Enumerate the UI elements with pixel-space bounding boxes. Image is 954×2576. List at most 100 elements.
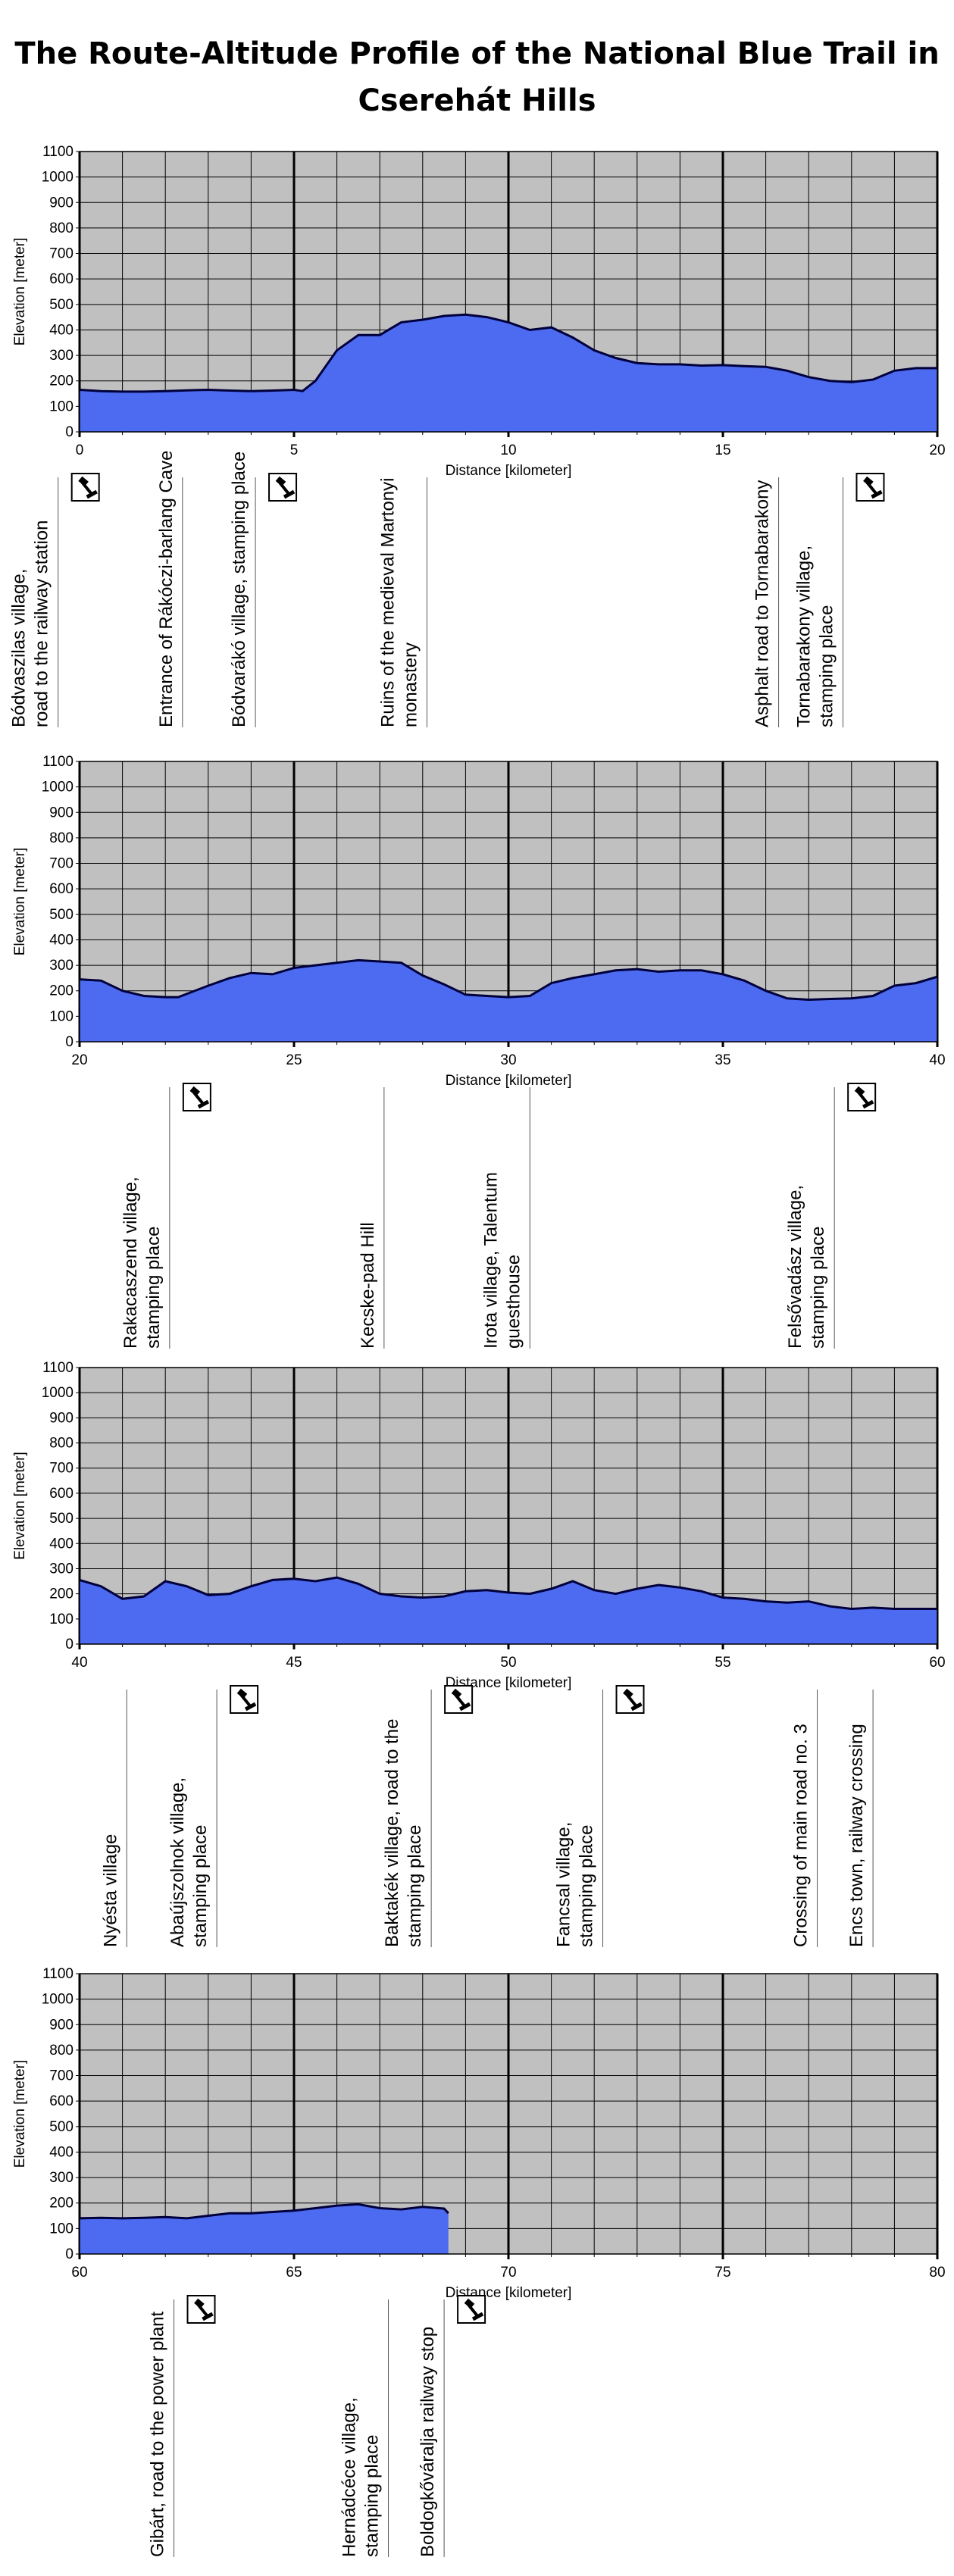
- waypoint-label: guesthouse: [503, 1255, 524, 1349]
- waypoint-label: stamping place: [362, 2435, 383, 2557]
- waypoint-1: Gibárt, road to the power plant: [148, 2295, 216, 2557]
- waypoint-label: Asphalt road to Tornabarakony: [752, 480, 773, 727]
- x-tick-label: 5: [290, 442, 299, 458]
- y-tick-label: 1000: [42, 780, 74, 796]
- chart-panel-3: 0 100 200 300 400 500 600 700 800 900 1000 1100 40 45…: [12, 1360, 946, 1947]
- waypoint-4: Ruins of the medieval Martonyi monastery: [377, 477, 427, 727]
- y-tick-label: 1100: [42, 144, 74, 160]
- x-tick-label: 45: [286, 1655, 302, 1671]
- y-tick-label: 800: [49, 2043, 74, 2059]
- y-tick-label: 400: [49, 932, 74, 948]
- stamp-icon: [615, 1685, 645, 1714]
- waypoint-label: Nyésta village: [100, 1834, 120, 1947]
- y-tick-label: 900: [49, 2017, 74, 2033]
- waypoint-label: Baktakék village, road to the: [382, 1718, 402, 1947]
- stamp-icon: [855, 473, 885, 502]
- x-tick-label: 60: [71, 2265, 87, 2281]
- y-tick-label: 200: [49, 1587, 74, 1602]
- y-tick-label: 500: [49, 297, 74, 313]
- waypoint-1: Bódvaszilas village, road to the railway …: [9, 473, 100, 727]
- y-tick-label: 0: [65, 2246, 74, 2262]
- stamp-icon: [182, 1083, 211, 1111]
- waypoint-label: Felsővadász village,: [785, 1185, 805, 1349]
- waypoint-label: stamping place: [808, 1227, 828, 1349]
- waypoint-label: Crossing of main road no. 3: [791, 1724, 812, 1947]
- waypoint-label: Bódvaszilas village,: [9, 569, 30, 727]
- x-tick-label: 80: [929, 2265, 945, 2281]
- x-axis-label: Distance [kilometer]: [446, 463, 572, 479]
- y-tick-label: 300: [49, 348, 74, 364]
- x-tick-label: 55: [715, 1655, 730, 1671]
- y-tick-label: 300: [49, 2170, 74, 2186]
- waypoint-label: monastery: [400, 642, 421, 727]
- x-tick-label: 20: [71, 1052, 87, 1068]
- y-axis-label: Elevation [meter]: [12, 848, 28, 956]
- y-tick-label: 600: [49, 881, 74, 897]
- elevation-area: [80, 960, 937, 1042]
- waypoint-label: Tornabarakony village,: [793, 546, 814, 727]
- y-tick-label: 1100: [42, 1360, 74, 1376]
- waypoint-4: Fancsal village, stamping place: [554, 1685, 645, 1947]
- stamp-icon: [268, 473, 298, 502]
- waypoint-label: Ruins of the medieval Martonyi: [377, 478, 398, 727]
- waypoint-label: Boldogkőváralja railway stop: [418, 2327, 438, 2557]
- waypoint-label: Encs town, railway crossing: [846, 1724, 867, 1947]
- x-tick-label: 70: [500, 2265, 516, 2281]
- stamp-icon: [457, 2295, 486, 2324]
- waypoint-2: Kecske-pad Hill: [358, 1087, 385, 1349]
- y-tick-label: 600: [49, 2093, 74, 2109]
- y-tick-label: 100: [49, 1008, 74, 1024]
- waypoint-1: Rakacaszend village, stamping place: [120, 1083, 211, 1349]
- y-tick-label: 400: [49, 322, 74, 338]
- plot-border: [79, 1367, 938, 1645]
- waypoint-3: Boldogkőváralja railway stop: [418, 2295, 486, 2557]
- x-tick-label: 50: [500, 1655, 516, 1671]
- stamp-icon: [70, 473, 100, 502]
- waypoint-label: Entrance of Rákóczi-barlang Cave: [156, 450, 177, 727]
- y-tick-label: 600: [49, 1486, 74, 1502]
- x-tick-label: 40: [71, 1655, 87, 1671]
- elevation-area: [80, 314, 937, 432]
- waypoint-label: road to the railway station: [32, 521, 52, 727]
- waypoint-2: Hernádcéce village, stamping place: [339, 2299, 389, 2557]
- waypoint-2: Abaújszolnok village, stamping place: [167, 1685, 259, 1947]
- elevation-line: [79, 2202, 449, 2220]
- y-tick-label: 400: [49, 1536, 74, 1552]
- y-tick-label: 500: [49, 2119, 74, 2135]
- y-tick-label: 900: [49, 805, 74, 821]
- waypoint-label: Rakacaszend village,: [120, 1177, 141, 1349]
- x-tick-label: 40: [929, 1052, 945, 1068]
- y-tick-label: 700: [49, 856, 74, 872]
- y-tick-label: 800: [49, 1436, 74, 1452]
- elevation-line: [79, 313, 937, 393]
- y-tick-label: 900: [49, 1410, 74, 1426]
- waypoint-label: stamping place: [816, 605, 837, 727]
- y-tick-label: 200: [49, 374, 74, 389]
- y-tick-label: 300: [49, 1561, 74, 1577]
- y-tick-label: 1100: [42, 1966, 74, 1982]
- waypoint-3: Bódvarákó village, stamping place: [229, 452, 298, 727]
- y-axis-label: Elevation [meter]: [12, 1452, 28, 1560]
- y-tick-label: 700: [49, 246, 74, 262]
- x-tick-label: 65: [286, 2265, 302, 2281]
- stamp-icon: [186, 2295, 216, 2324]
- y-tick-label: 500: [49, 1511, 74, 1527]
- x-axis-label: Distance [kilometer]: [446, 1073, 572, 1089]
- waypoint-label: stamping place: [143, 1227, 164, 1349]
- y-tick-label: 800: [49, 220, 74, 236]
- chart-panel-1: 0 100 200 300 400 500 600 700 800 900 1000 1100 0 5 10…: [9, 144, 946, 727]
- x-tick-label: 35: [715, 1052, 730, 1068]
- waypoint-label: Kecske-pad Hill: [358, 1222, 378, 1349]
- y-tick-label: 0: [65, 424, 74, 440]
- waypoint-label: Abaújszolnok village,: [167, 1777, 188, 1947]
- stamp-icon: [847, 1083, 877, 1111]
- page-title: The Route-Altitude Profile of the Nation…: [0, 30, 954, 124]
- y-tick-label: 1000: [42, 170, 74, 186]
- y-tick-label: 0: [65, 1034, 74, 1050]
- waypoint-1: Nyésta village: [100, 1690, 127, 1947]
- x-tick-label: 20: [929, 442, 945, 458]
- x-tick-label: 75: [715, 2265, 730, 2281]
- elevation-area: [80, 1577, 937, 1644]
- waypoint-2: Entrance of Rákóczi-barlang Cave: [156, 450, 183, 727]
